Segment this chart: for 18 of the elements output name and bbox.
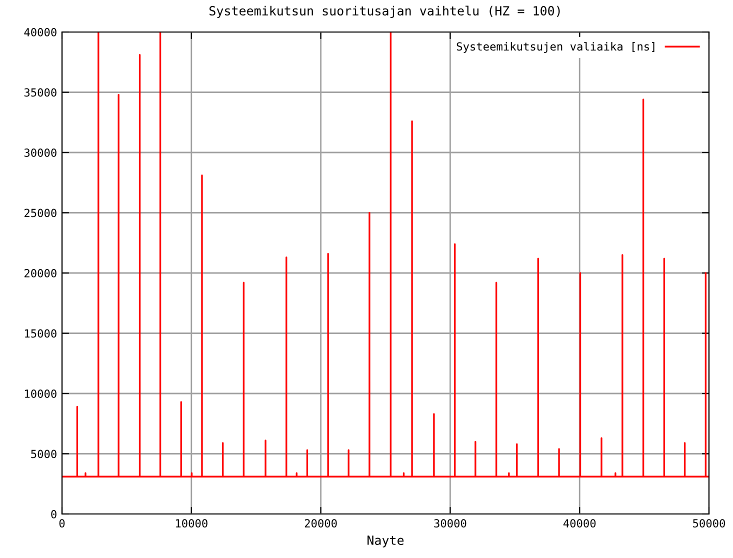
y-tick-label: 40000 <box>24 28 56 36</box>
y-tick-label: 35000 <box>24 88 56 97</box>
x-tick-label: 0 <box>59 519 65 528</box>
y-tick-label: 10000 <box>25 390 56 398</box>
y-tick-label: 5000 <box>31 450 56 458</box>
x-tick-label: 50000 <box>693 519 726 528</box>
chart-title: Systeemikutsun suoritusajan vaihtelu (HZ = 100) <box>210 6 560 18</box>
x-tick-label: 20000 <box>304 519 337 528</box>
x-tick-label: 10000 <box>176 519 208 528</box>
y-tick-label: 30000 <box>24 148 56 157</box>
x-tick-label: 30000 <box>434 519 466 528</box>
x-tick-label: 40000 <box>563 519 596 528</box>
y-tick-label: 20000 <box>24 269 56 278</box>
y-tick-label: 0 <box>51 510 56 518</box>
x-axis-title: Nayte <box>368 536 404 548</box>
y-tick-label: 25000 <box>24 208 56 218</box>
y-tick-label: 15000 <box>25 329 56 338</box>
legend-label: Systeemikutsujen valiaika [ns] <box>456 42 654 53</box>
